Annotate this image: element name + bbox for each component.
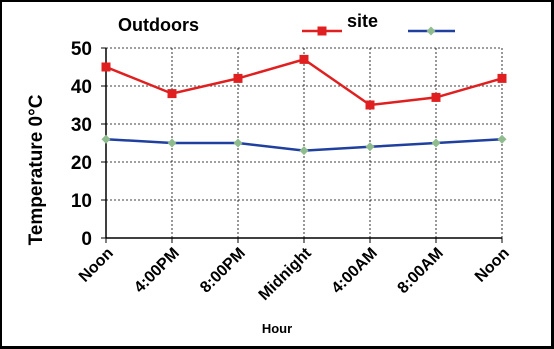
y-tick-label: 30 <box>71 115 92 136</box>
series-line-1 <box>105 58 503 107</box>
y-tick-label: 10 <box>71 191 92 212</box>
axes <box>101 47 503 243</box>
y-tick-labels: 0 10 20 30 40 50 <box>71 39 92 250</box>
x-axis-label: Hour <box>262 321 292 336</box>
legend-label-1: site <box>347 11 378 31</box>
x-tick-label: 8:00AM <box>395 245 447 297</box>
data-point <box>233 138 243 148</box>
data-point <box>101 134 111 144</box>
y-tick-label: 0 <box>81 229 92 250</box>
data-point <box>497 73 507 83</box>
legend: site <box>302 11 455 36</box>
data-point <box>299 54 309 64</box>
x-tick-label: 4:00AM <box>329 245 381 297</box>
legend-marker-1 <box>317 26 327 36</box>
data-point <box>431 138 441 148</box>
y-tick-label: 20 <box>71 153 92 174</box>
data-point <box>365 142 375 152</box>
data-point <box>299 146 309 156</box>
x-tick-labels: Noon 4:00PM 8:00PM Midnight 4:00AM 8:00AM Noon <box>76 244 513 304</box>
x-tick-label: 8:00PM <box>197 245 249 297</box>
x-tick-label: Midnight <box>256 244 316 304</box>
data-point <box>101 62 111 72</box>
x-tick-label: Noon <box>472 245 513 286</box>
series-layer <box>101 54 507 156</box>
legend-marker-2 <box>426 26 436 36</box>
chart-title: Outdoors <box>118 15 199 35</box>
x-tick-label: 4:00PM <box>131 245 183 297</box>
data-point <box>431 92 441 102</box>
data-point <box>167 89 177 99</box>
data-point <box>233 73 243 83</box>
x-tick-label: Noon <box>76 245 117 286</box>
data-point <box>497 134 507 144</box>
y-axis-label: Temperature 0°C <box>26 94 47 245</box>
y-tick-label: 40 <box>71 77 92 98</box>
y-tick-label: 50 <box>71 39 92 60</box>
grid-lines <box>106 47 503 238</box>
data-point <box>167 138 177 148</box>
data-point <box>365 100 375 110</box>
